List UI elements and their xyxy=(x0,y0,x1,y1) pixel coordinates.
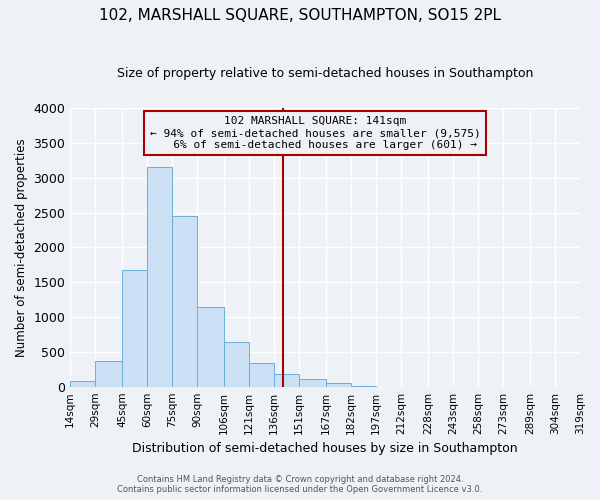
Bar xyxy=(122,270,147,386)
Text: 102 MARSHALL SQUARE: 141sqm
← 94% of semi-detached houses are smaller (9,575)
  : 102 MARSHALL SQUARE: 141sqm ← 94% of sem… xyxy=(149,116,481,150)
Bar xyxy=(326,383,351,386)
Text: 102, MARSHALL SQUARE, SOUTHAMPTON, SO15 2PL: 102, MARSHALL SQUARE, SOUTHAMPTON, SO15 … xyxy=(99,8,501,22)
Bar xyxy=(172,216,197,386)
Title: Size of property relative to semi-detached houses in Southampton: Size of property relative to semi-detach… xyxy=(117,68,533,80)
Bar xyxy=(224,342,249,386)
Bar xyxy=(299,378,326,386)
Bar xyxy=(249,364,274,386)
Bar xyxy=(197,306,224,386)
Bar xyxy=(274,374,299,386)
Y-axis label: Number of semi-detached properties: Number of semi-detached properties xyxy=(15,138,28,356)
Bar xyxy=(147,168,172,386)
Text: Contains HM Land Registry data © Crown copyright and database right 2024.
Contai: Contains HM Land Registry data © Crown c… xyxy=(118,474,482,494)
Bar xyxy=(95,361,122,386)
Bar xyxy=(70,382,95,386)
X-axis label: Distribution of semi-detached houses by size in Southampton: Distribution of semi-detached houses by … xyxy=(133,442,518,455)
